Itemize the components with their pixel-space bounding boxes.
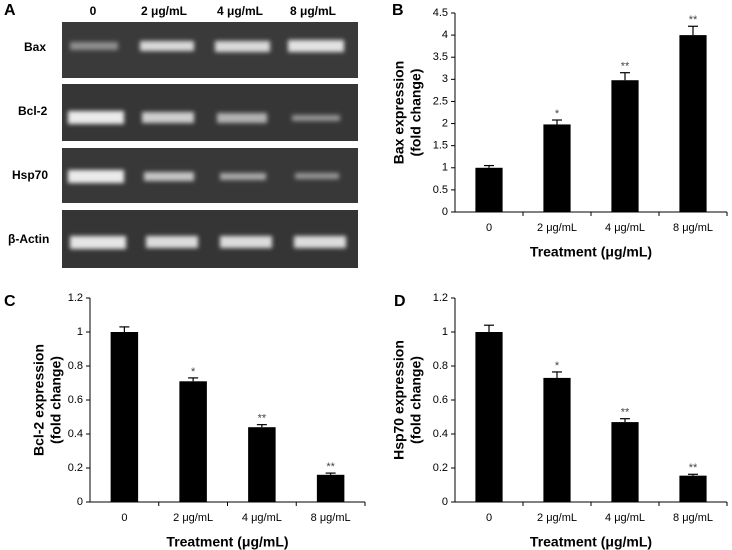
bar: [110, 332, 139, 502]
significance: *: [555, 360, 560, 372]
y-tick-label: 1: [442, 162, 448, 174]
error-bar: [688, 473, 698, 476]
y-tick-label: 0: [442, 496, 448, 508]
row-label: Hsp70: [12, 168, 48, 182]
y-tick-label: 3.5: [433, 51, 448, 63]
error-bar: [552, 371, 562, 378]
significance: **: [621, 61, 630, 73]
y-tick-label: 0.5: [433, 184, 448, 196]
y-axis-title: (fold change): [408, 356, 424, 444]
x-tick-label: 8 μg/mL: [673, 512, 713, 524]
error-bar: [620, 72, 630, 81]
y-tick-label: 0.2: [433, 462, 448, 474]
y-tick-label: 0.8: [433, 360, 448, 372]
x-tick-label: 2 μg/mL: [537, 222, 577, 234]
y-axis-title: (fold change): [408, 69, 424, 157]
bar: [543, 124, 571, 212]
row-label: β-Actin: [8, 232, 49, 246]
x-tick-label: 0: [486, 512, 492, 524]
panel-label: B: [392, 2, 404, 19]
error-bar: [325, 472, 336, 475]
panel-label: C: [4, 293, 16, 310]
y-tick-label: 2: [442, 117, 448, 129]
y-tick-label: 0: [442, 206, 448, 218]
bar: [179, 381, 207, 502]
significance: **: [326, 461, 335, 473]
y-axis-title: Bcl-2 expression: [31, 344, 47, 456]
error-bar: [119, 326, 130, 332]
bar: [475, 332, 503, 502]
x-tick-label: 4 μg/mL: [605, 512, 645, 524]
y-tick-label: 4.5: [433, 7, 448, 19]
bar: [543, 377, 571, 502]
y-tick-label: 0.2: [68, 462, 83, 474]
significance: **: [689, 462, 698, 474]
error-bar: [256, 424, 267, 428]
error-bar: [484, 324, 494, 332]
lane-label: 0: [90, 4, 97, 18]
y-tick-label: 1.2: [433, 292, 448, 304]
x-tick-label: 8 μg/mL: [311, 512, 351, 524]
y-tick-label: 1: [77, 326, 83, 338]
panel-label: D: [394, 293, 406, 310]
y-tick-label: 0.4: [68, 428, 83, 440]
y-tick-label: 0: [77, 496, 83, 508]
lane-label: 8 μg/mL: [290, 4, 336, 18]
lane-label: 4 μg/mL: [217, 4, 263, 18]
y-tick-label: 4: [442, 29, 448, 41]
y-tick-label: 1.2: [68, 292, 83, 304]
x-axis-title: Treatment (μg/mL): [166, 534, 288, 550]
y-axis-title: (fold change): [48, 356, 64, 444]
x-tick-label: 4 μg/mL: [605, 222, 645, 234]
row-label: Bcl-2: [18, 104, 48, 118]
x-tick-label: 8 μg/mL: [673, 222, 713, 234]
y-tick-label: 0.4: [433, 428, 448, 440]
error-bar: [620, 418, 630, 423]
x-tick-label: 0: [486, 222, 492, 234]
bar: [679, 35, 707, 212]
gel-image: [62, 22, 358, 268]
error-bar: [552, 119, 562, 125]
x-tick-label: 2 μg/mL: [537, 512, 577, 524]
bar: [611, 80, 639, 213]
bar: [248, 427, 276, 502]
x-axis-title: Treatment (μg/mL): [530, 534, 652, 550]
significance: *: [191, 366, 196, 378]
x-tick-label: 2 μg/mL: [173, 512, 213, 524]
x-tick-label: 4 μg/mL: [242, 512, 282, 524]
error-bar: [484, 164, 494, 168]
y-tick-label: 0.6: [433, 394, 448, 406]
x-axis-title: Treatment (μg/mL): [530, 244, 652, 260]
panel-label: A: [4, 2, 16, 19]
y-tick-label: 0.6: [68, 394, 83, 406]
bar: [316, 474, 345, 502]
error-bar: [188, 377, 199, 382]
significance: **: [621, 407, 630, 419]
row-label: Bax: [24, 40, 46, 54]
y-tick-label: 1.5: [433, 140, 448, 152]
y-tick-label: 1: [442, 326, 448, 338]
bar: [475, 167, 503, 212]
significance: *: [555, 108, 560, 120]
y-axis-title: Bax expression: [391, 61, 407, 165]
y-tick-label: 2.5: [433, 95, 448, 107]
y-axis-title: Hsp70 expression: [391, 340, 407, 460]
bar: [679, 475, 707, 502]
bar: [611, 422, 639, 502]
significance: **: [689, 14, 698, 26]
lane-label: 2 μg/mL: [141, 4, 187, 18]
error-bar: [688, 25, 698, 36]
x-tick-label: 0: [121, 512, 127, 524]
significance: **: [258, 413, 267, 425]
y-tick-label: 3: [442, 73, 448, 85]
y-tick-label: 0.8: [68, 360, 83, 372]
